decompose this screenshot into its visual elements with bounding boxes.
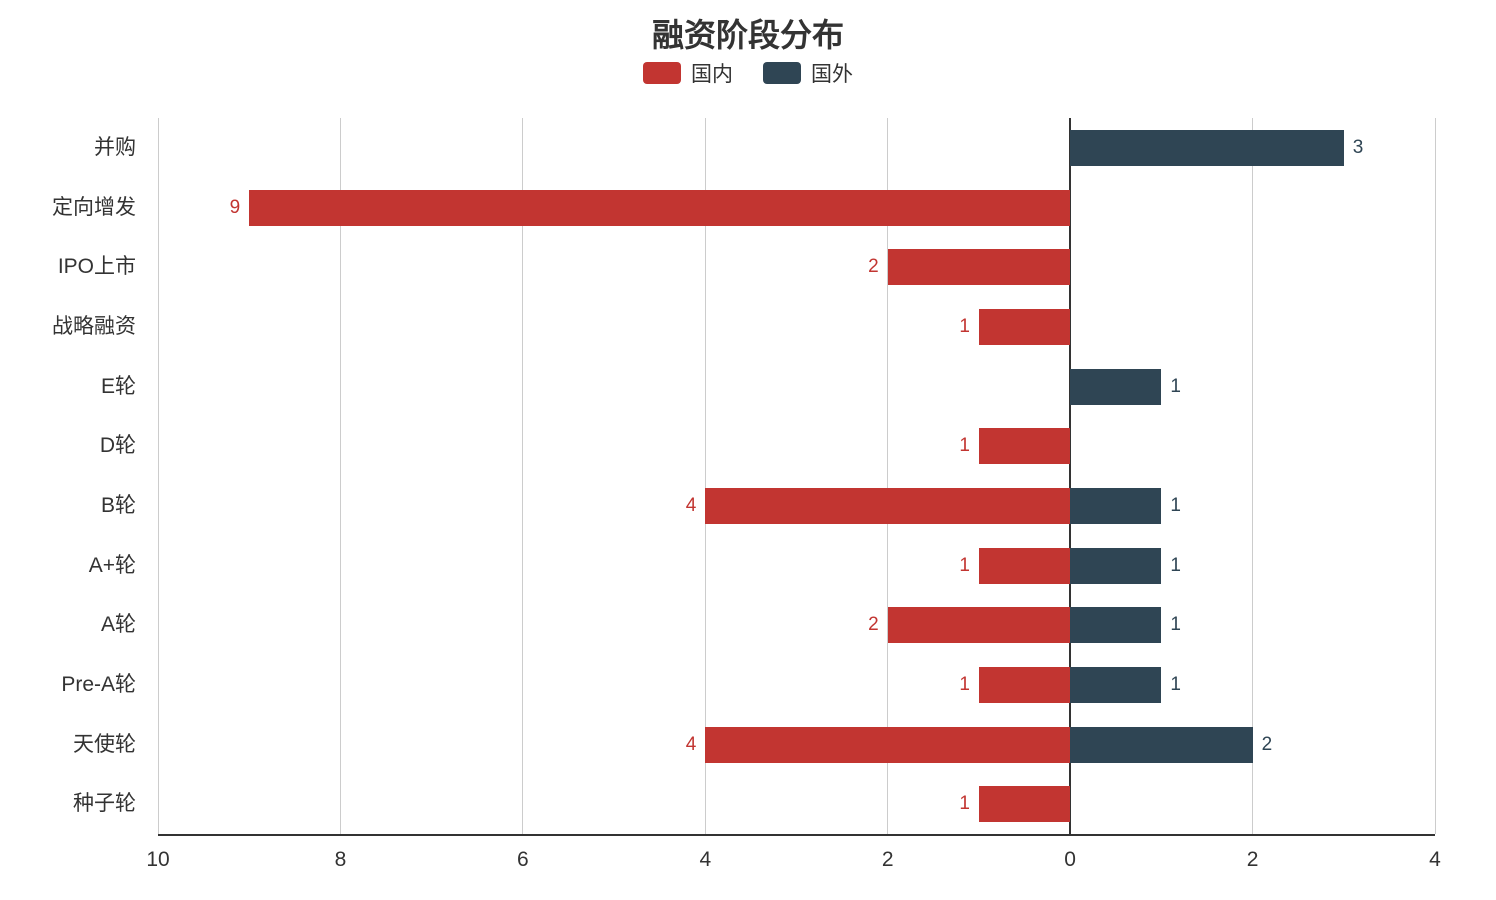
x-tick-label: 2 (1246, 848, 1259, 871)
bar-domestic[interactable] (705, 726, 1071, 763)
value-label-foreign: 3 (1352, 136, 1364, 158)
x-tick-label: 4 (699, 848, 712, 871)
category-label: IPO上市 (57, 255, 136, 279)
category-label: Pre-A轮 (61, 672, 136, 696)
legend: 国内 国外 (0, 58, 1496, 88)
value-label-domestic: 1 (959, 673, 970, 695)
value-label-foreign: 1 (1170, 494, 1181, 516)
value-label-domestic: 1 (959, 435, 970, 457)
category-label: 并购 (94, 135, 136, 159)
category-label: B轮 (100, 493, 136, 517)
bar-domestic[interactable] (978, 786, 1071, 823)
value-label-foreign: 1 (1170, 554, 1181, 576)
bar-domestic[interactable] (978, 666, 1071, 703)
value-label-foreign: 1 (1170, 375, 1181, 397)
grid-line (157, 118, 159, 834)
grid-line (522, 118, 524, 834)
category-label: D轮 (99, 434, 136, 458)
bar-foreign[interactable] (1070, 726, 1253, 763)
bar-domestic[interactable] (705, 487, 1071, 524)
x-tick-label: 0 (1064, 848, 1076, 871)
value-label-domestic: 1 (959, 554, 970, 576)
value-label-domestic: 1 (959, 315, 970, 337)
legend-label-foreign: 国外 (811, 63, 853, 86)
category-label: E轮 (100, 374, 136, 398)
bar-domestic[interactable] (978, 308, 1071, 345)
category-label: 种子轮 (73, 792, 136, 816)
bar-domestic[interactable] (978, 428, 1071, 465)
bar-domestic[interactable] (249, 189, 1071, 226)
category-label: A轮 (100, 613, 136, 637)
chart-title: 融资阶段分布 (651, 17, 844, 53)
value-label-foreign: 2 (1261, 733, 1273, 755)
bar-foreign[interactable] (1070, 129, 1344, 166)
category-label: A+轮 (88, 553, 136, 577)
grid-line (704, 118, 706, 834)
bar-domestic[interactable] (978, 547, 1071, 584)
value-label-domestic: 2 (868, 256, 879, 278)
bar-foreign[interactable] (1070, 607, 1162, 644)
x-tick-label: 10 (146, 848, 170, 871)
x-tick-label: 6 (517, 848, 529, 871)
legend-swatch-foreign (763, 62, 801, 84)
bar-foreign[interactable] (1070, 666, 1162, 703)
grid-line (339, 118, 341, 834)
legend-label-domestic: 国内 (691, 63, 733, 86)
category-label: 战略融资 (52, 314, 136, 338)
value-label-domestic: 4 (685, 733, 697, 755)
value-label-foreign: 1 (1170, 673, 1181, 695)
grid-line (1252, 118, 1254, 834)
value-label-foreign: 1 (1170, 614, 1181, 636)
value-label-domestic: 1 (959, 793, 970, 815)
legend-item-domestic[interactable]: 国内 (643, 58, 733, 88)
grid-line (887, 118, 889, 834)
x-axis-line (158, 834, 1435, 836)
category-label: 定向增发 (52, 195, 136, 219)
bar-foreign[interactable] (1070, 487, 1162, 524)
legend-item-foreign[interactable]: 国外 (763, 58, 853, 88)
bar-foreign[interactable] (1070, 368, 1162, 405)
grid-line (1434, 118, 1436, 834)
bar-domestic[interactable] (887, 607, 1071, 644)
category-label: 天使轮 (73, 732, 136, 756)
legend-swatch-domestic (643, 62, 681, 84)
plot-area: 10 8 6 4 2 0 2 4 并购 3 定向增发 9 IPO上市 2 战略融资 1 E轮 1 D轮 1 B轮 4 1 A+… (0, 118, 1496, 900)
value-label-domestic: 4 (685, 494, 697, 516)
x-tick-label: 2 (881, 848, 894, 871)
bar-foreign[interactable] (1070, 547, 1162, 584)
value-label-domestic: 9 (229, 196, 241, 218)
value-label-domestic: 2 (868, 614, 879, 636)
x-tick-label: 4 (1429, 848, 1441, 871)
bar-domestic[interactable] (887, 249, 1071, 286)
zero-axis-line (1069, 118, 1072, 834)
x-tick-label: 8 (334, 848, 347, 871)
